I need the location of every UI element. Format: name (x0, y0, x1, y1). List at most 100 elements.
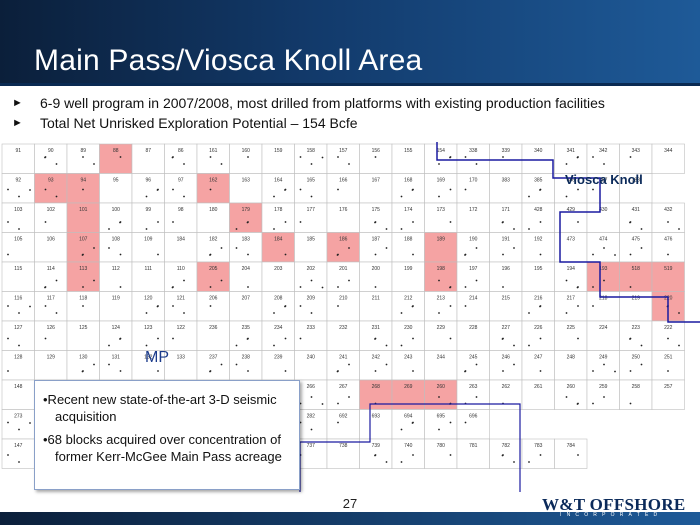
lease-block (359, 143, 393, 174)
block-number: 96 (145, 178, 151, 184)
well-dot (464, 305, 467, 307)
well-dot (336, 254, 339, 256)
company-logo: W&T OFFSHORE INCORPORATED (538, 495, 688, 521)
block-number: 125 (79, 325, 88, 331)
block-number: 226 (534, 325, 543, 331)
lease-block (294, 173, 328, 204)
well-dot (438, 312, 440, 314)
block-number: 120 (144, 296, 153, 302)
well-dot (55, 312, 58, 314)
block-number: 155 (404, 148, 413, 154)
block-number: 695 (437, 414, 446, 420)
lease-block (424, 143, 458, 174)
well-dot (18, 344, 20, 347)
block-number: 225 (567, 325, 576, 331)
block-number: 179 (242, 207, 251, 213)
lease-block (99, 320, 133, 351)
lease-block (521, 291, 555, 322)
block-number: 94 (80, 178, 86, 184)
well-dot (629, 286, 632, 288)
well-dot (337, 156, 339, 158)
well-dot (438, 163, 440, 165)
well-dot (502, 370, 504, 372)
block-number: 251 (664, 355, 673, 361)
block-number: 229 (437, 325, 446, 331)
block-number: 122 (177, 325, 186, 331)
block-number: 261 (534, 384, 543, 390)
block-number: 196 (502, 266, 511, 272)
lease-block (326, 379, 360, 410)
lease-block (1, 379, 35, 410)
well-dot (156, 189, 159, 191)
well-dot (539, 337, 542, 340)
block-number: 131 (112, 355, 121, 361)
well-dot (449, 188, 452, 191)
block-number: 267 (339, 384, 348, 390)
well-dot (7, 253, 9, 256)
well-dot (209, 254, 211, 256)
well-dot (119, 156, 122, 158)
lease-block (261, 291, 295, 322)
block-number: 207 (242, 296, 251, 302)
block-number: 116 (14, 296, 22, 302)
well-dot (539, 253, 542, 256)
lease-block (294, 202, 328, 233)
block-number: 259 (599, 384, 608, 390)
lease-block (619, 379, 653, 410)
block-number: 260 (567, 384, 576, 390)
well-dot (18, 428, 20, 431)
well-dot (374, 156, 377, 158)
lease-block (391, 291, 425, 322)
block-number: 473 (567, 237, 576, 243)
well-dot (299, 421, 302, 424)
well-dot (513, 228, 515, 230)
block-number: 740 (404, 443, 413, 449)
block-number: 176 (339, 207, 348, 213)
well-dot (501, 454, 504, 457)
block-number: 341 (567, 148, 576, 154)
well-dot (577, 188, 579, 191)
lease-block (521, 232, 555, 263)
block-number: 187 (372, 237, 381, 243)
well-dot (603, 396, 605, 398)
main-pass-label: MP (145, 349, 169, 366)
block-number: 101 (79, 207, 88, 213)
well-dot (310, 396, 313, 398)
lease-block (326, 143, 360, 174)
well-dot (337, 402, 339, 405)
lease-block (456, 438, 490, 469)
well-dot (299, 286, 302, 288)
lease-block (554, 261, 588, 292)
well-dot (7, 454, 9, 456)
block-number: 237 (209, 355, 218, 361)
block-number: 338 (469, 148, 478, 154)
bullet-list: ► 6-9 well program in 2007/2008, most dr… (12, 94, 692, 134)
block-number: 129 (47, 355, 56, 361)
well-dot (449, 305, 452, 307)
well-dot (119, 286, 122, 288)
block-number: 163 (242, 178, 251, 184)
well-dot (374, 253, 377, 256)
well-dot (475, 247, 478, 249)
well-dot (513, 247, 515, 249)
well-dot (614, 254, 616, 256)
block-number: 780 (437, 443, 446, 449)
well-dot (412, 337, 414, 340)
well-dot (119, 338, 121, 340)
lease-block (261, 232, 295, 263)
block-number: 97 (178, 178, 184, 184)
well-dot (29, 305, 31, 308)
block-number: 160 (242, 148, 251, 154)
lease-block (229, 320, 263, 351)
lease-block (34, 291, 68, 322)
block-number: 172 (469, 207, 478, 213)
block-number: 474 (599, 237, 608, 243)
lease-block (424, 320, 458, 351)
lease-block (489, 350, 523, 381)
block-number: 247 (534, 355, 543, 361)
well-dot (400, 228, 403, 230)
well-dot (576, 156, 579, 159)
block-number: 269 (404, 384, 413, 390)
block-number: 213 (437, 296, 446, 302)
block-number: 197 (469, 266, 478, 272)
